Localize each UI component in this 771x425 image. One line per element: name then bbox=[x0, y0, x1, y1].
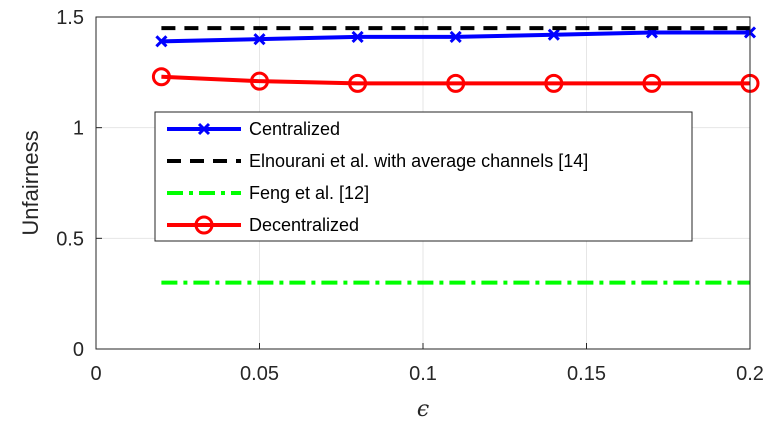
legend-label-feng-et-al-12: Feng et al. [12] bbox=[249, 183, 369, 203]
y-tick-label: 1.5 bbox=[56, 7, 84, 29]
x-tick-label: 0.05 bbox=[240, 363, 279, 385]
y-tick-label: 1 bbox=[73, 118, 84, 140]
x-tick-label: 0.2 bbox=[736, 363, 764, 385]
legend-label-elnourani-et-al-with-average-channels-14: Elnourani et al. with average channels [… bbox=[249, 151, 588, 171]
x-tick-label: 0.1 bbox=[409, 363, 437, 385]
data-point-decentralized bbox=[544, 73, 564, 93]
y-tick-label: 0.5 bbox=[56, 228, 84, 250]
marker-stroke bbox=[253, 33, 266, 46]
data-point-centralized bbox=[351, 30, 364, 43]
x-tick-label: 0 bbox=[90, 363, 101, 385]
data-point-centralized bbox=[547, 28, 560, 41]
y-tick-label: 0 bbox=[73, 339, 84, 361]
legend: Centralized Elnourani et al. with average… bbox=[154, 111, 693, 242]
marker-stroke bbox=[155, 35, 168, 48]
y-axis-label: Unfairness bbox=[18, 130, 43, 235]
series-line-decentralized bbox=[161, 74, 750, 86]
marker-stroke bbox=[547, 28, 560, 41]
x-axis-label: ϵ bbox=[417, 397, 429, 422]
legend-label-centralized: Centralized bbox=[249, 119, 340, 139]
marker-stroke bbox=[449, 30, 462, 43]
marker-stroke bbox=[351, 30, 364, 43]
data-point-centralized bbox=[155, 35, 168, 48]
data-point-centralized bbox=[253, 33, 266, 46]
legend-marker bbox=[194, 215, 214, 235]
data-point-decentralized bbox=[446, 73, 466, 93]
data-point-decentralized bbox=[250, 71, 269, 91]
data-point-decentralized bbox=[642, 73, 662, 93]
data-point-decentralized bbox=[348, 73, 368, 93]
x-tick-label: 0.15 bbox=[567, 363, 606, 385]
legend-box bbox=[154, 111, 693, 242]
data-point-centralized bbox=[449, 30, 462, 43]
ticks: 0 0.05 0.1 0.15 0.2 0 0.5 1 1.5 bbox=[56, 7, 764, 385]
marker-stroke bbox=[197, 122, 211, 136]
legend-label-decentralized: Decentralized bbox=[249, 215, 359, 235]
legend-marker bbox=[197, 122, 211, 136]
data-point-decentralized bbox=[151, 67, 171, 87]
